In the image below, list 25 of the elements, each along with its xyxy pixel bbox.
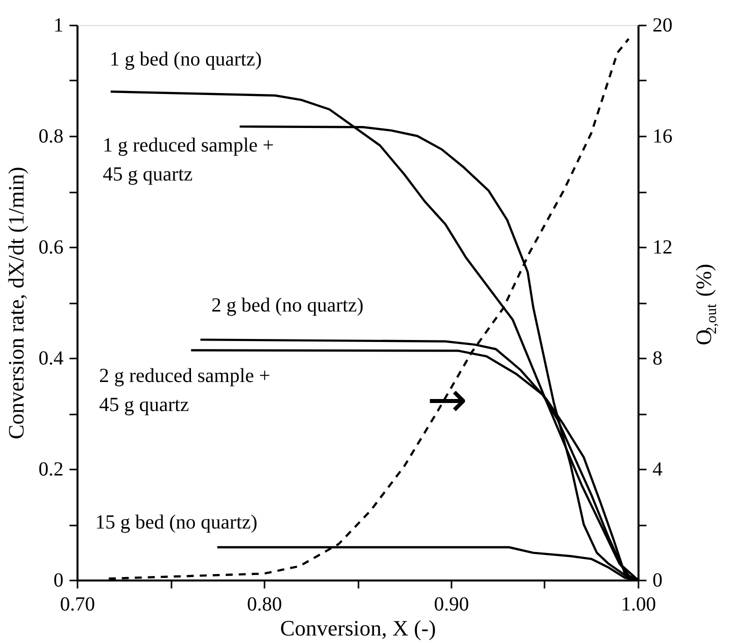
- y2-tick-label: 0: [652, 570, 662, 592]
- y2-axis-title: O2,out(%): [691, 264, 720, 346]
- y2-tick-label: 4: [652, 458, 662, 480]
- y2-tick-label: 12: [652, 236, 672, 258]
- y-tick-label: 0: [54, 570, 64, 592]
- y-tick-label: 1: [54, 14, 64, 36]
- x-tick-label: 0.80: [247, 594, 282, 616]
- y-tick-label: 0.2: [38, 458, 64, 480]
- annotation: →: [427, 372, 468, 428]
- y-tick-label: 0.4: [38, 348, 64, 370]
- y2-tick-label: 16: [652, 126, 672, 148]
- x-tick-label: 1.00: [621, 594, 656, 616]
- series-label: 15 g bed (no quartz): [95, 511, 258, 534]
- y2-tick-label: 8: [652, 348, 662, 370]
- x-tick-label: 0.70: [60, 594, 95, 616]
- series-label: 1 g bed (no quartz): [110, 48, 262, 71]
- series-label: 2 g bed (no quartz): [211, 294, 364, 317]
- y2-tick-label: 20: [652, 14, 672, 36]
- x-tick-label: 0.90: [434, 594, 469, 616]
- y-axis-title: Conversion rate, dX/dt (1/min): [4, 166, 28, 440]
- x-axis-title: Conversion, X (-): [280, 616, 436, 640]
- series-label: 2 g reduced sample + 45 g quartz: [99, 365, 270, 416]
- y-tick-label: 0.6: [38, 236, 64, 258]
- series-label: 1 g reduced sample + 45 g quartz: [102, 134, 274, 186]
- y-tick-label: 0.8: [38, 126, 64, 148]
